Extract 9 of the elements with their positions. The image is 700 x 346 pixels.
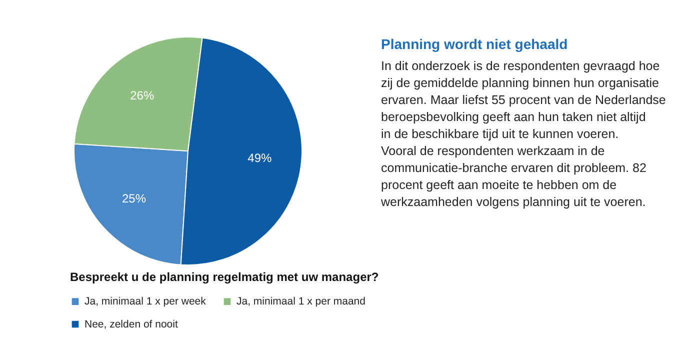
- text: Planning wordt niet gehaald: [381, 36, 568, 52]
- legend-label: Nee, zelden of nooit: [84, 318, 178, 330]
- data-label: 25%: [122, 192, 146, 206]
- data-label: 26%: [130, 88, 154, 103]
- text: In dit onderzoek is de respondenten gevraagd hoe zij de gemiddelde planning binnen hun organisatie ervaren. Maar liefst 55 procent van de Nederlandse beroepsbevolking geeft aan hun taken niet altijd in de beschikbare tijd uit te kunnen voeren. Vooral de respondenten werkzaam in de communicatie-branche ervaren dit probleem. 82 procent geeft aan moeite te hebben om de werkzaamheden volgens planning uit te voeren.: [381, 59, 666, 209]
- data-label: 49%: [248, 150, 272, 165]
- legend-title: Bespreekt u de planning regelmatig met uw manager?: [70, 270, 379, 284]
- legend-label: Ja, minimaal 1 x per maand: [236, 296, 366, 308]
- legend-label: Ja, minimaal 1 x per week: [84, 296, 207, 308]
